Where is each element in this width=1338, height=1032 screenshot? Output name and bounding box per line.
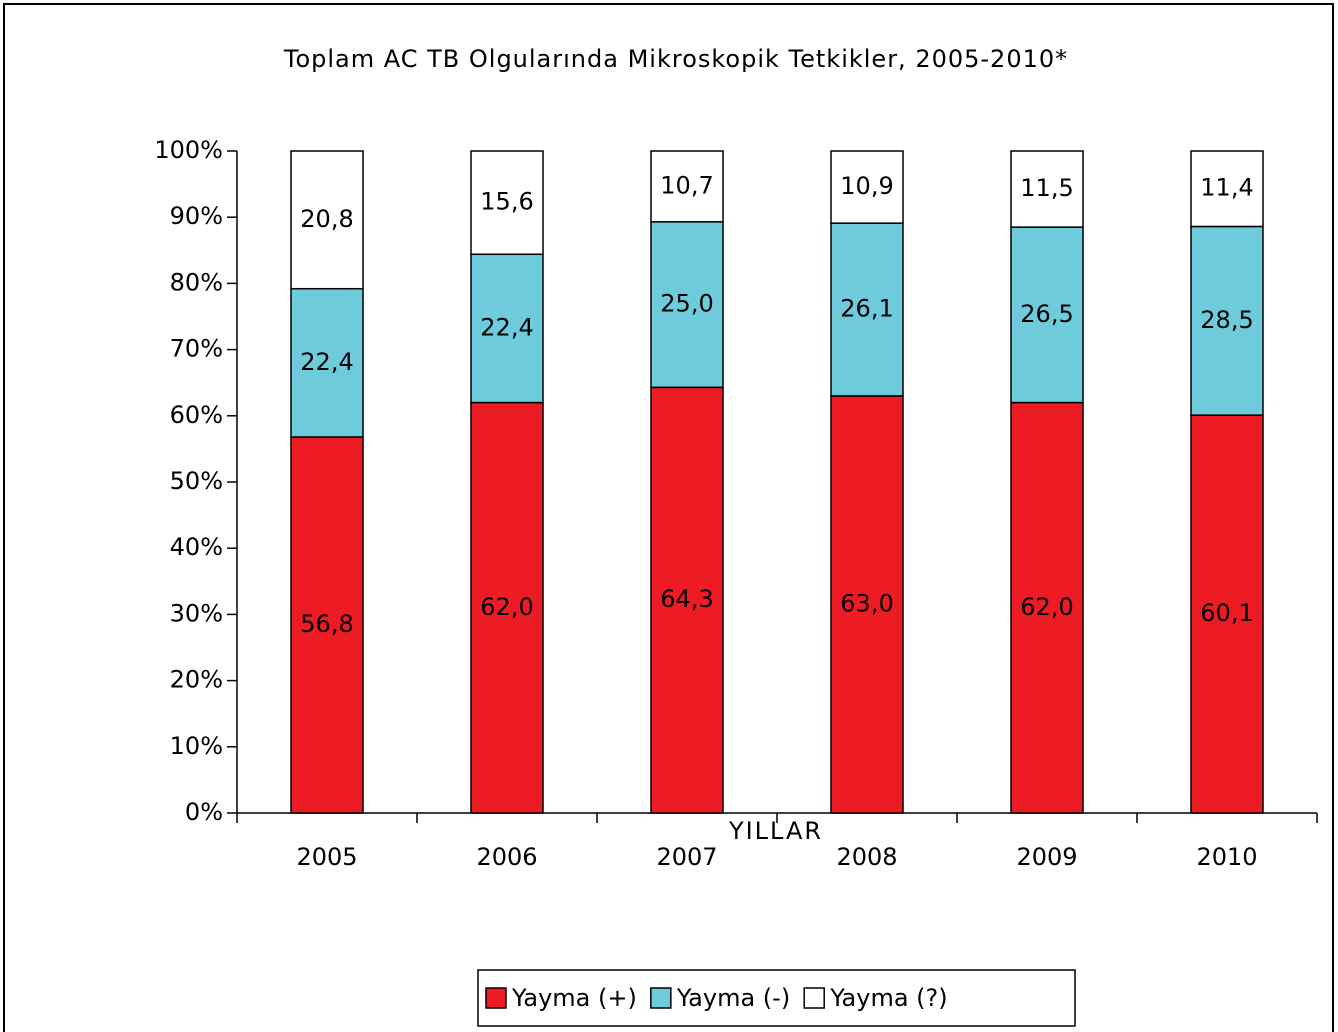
x-tick-label: 2005 — [296, 843, 357, 871]
y-tick-label: 20% — [170, 666, 223, 694]
bar-segment — [1010, 401, 1084, 814]
x-tick-label: 2007 — [656, 843, 717, 871]
data-label: 62,0 — [480, 593, 533, 621]
data-label: 60,1 — [1200, 599, 1253, 627]
legend-box — [477, 969, 1076, 1027]
bar-segment — [470, 401, 544, 814]
data-label: 22,4 — [300, 348, 353, 376]
bar-segment — [1010, 226, 1084, 404]
y-tick-label: 50% — [170, 467, 223, 495]
data-label: 10,9 — [840, 172, 893, 200]
bar-segment — [1190, 150, 1264, 228]
y-tick-label: 100% — [154, 136, 223, 164]
data-label: 56,8 — [300, 610, 353, 638]
legend-swatch — [650, 987, 672, 1009]
y-tick-label: 10% — [170, 732, 223, 760]
data-label: 26,5 — [1020, 300, 1073, 328]
bar-segment — [290, 436, 364, 814]
data-label: 11,5 — [1020, 174, 1073, 202]
y-tick-label: 90% — [170, 202, 223, 230]
bar-segment — [470, 253, 544, 404]
bar-segment — [1190, 225, 1264, 416]
bar-segment — [650, 150, 724, 223]
x-tick-label: 2010 — [1196, 843, 1257, 871]
bar-segment — [650, 221, 724, 389]
legend-swatch — [803, 987, 825, 1009]
x-axis-title: YILLAR — [728, 817, 823, 845]
data-label: 10,7 — [660, 171, 713, 199]
data-label: 15,6 — [480, 188, 533, 216]
bar-segment — [470, 150, 544, 256]
bar-segment — [290, 150, 364, 290]
bar-segment — [650, 386, 724, 814]
bar-segment — [830, 222, 904, 397]
data-label: 64,3 — [660, 585, 713, 613]
bar-segment — [1010, 150, 1084, 228]
legend-swatch — [485, 987, 507, 1009]
bar-segment — [1190, 414, 1264, 814]
data-label: 20,8 — [300, 205, 353, 233]
data-label: 11,4 — [1200, 174, 1253, 202]
y-tick-label: 0% — [185, 798, 223, 826]
data-label: 62,0 — [1020, 593, 1073, 621]
x-tick-label: 2006 — [476, 843, 537, 871]
y-tick-label: 40% — [170, 533, 223, 561]
bar-segment — [830, 150, 904, 224]
data-label: 25,0 — [660, 290, 713, 318]
x-tick-label: 2009 — [1016, 843, 1077, 871]
data-label: 63,0 — [840, 589, 893, 617]
data-label: 26,1 — [840, 295, 893, 323]
data-label: 22,4 — [480, 313, 533, 341]
y-tick-label: 60% — [170, 401, 223, 429]
legend-label: Yayma (+) — [511, 984, 637, 1012]
legend-label: Yayma (-) — [676, 984, 790, 1012]
legend-label: Yayma (?) — [829, 984, 947, 1012]
y-tick-label: 80% — [170, 268, 223, 296]
data-label: 28,5 — [1200, 306, 1253, 334]
y-tick-label: 30% — [170, 599, 223, 627]
y-tick-label: 70% — [170, 335, 223, 363]
chart-title: Toplam AC TB Olgularında Mikroskopik Tet… — [283, 45, 1068, 73]
x-tick-label: 2008 — [836, 843, 897, 871]
